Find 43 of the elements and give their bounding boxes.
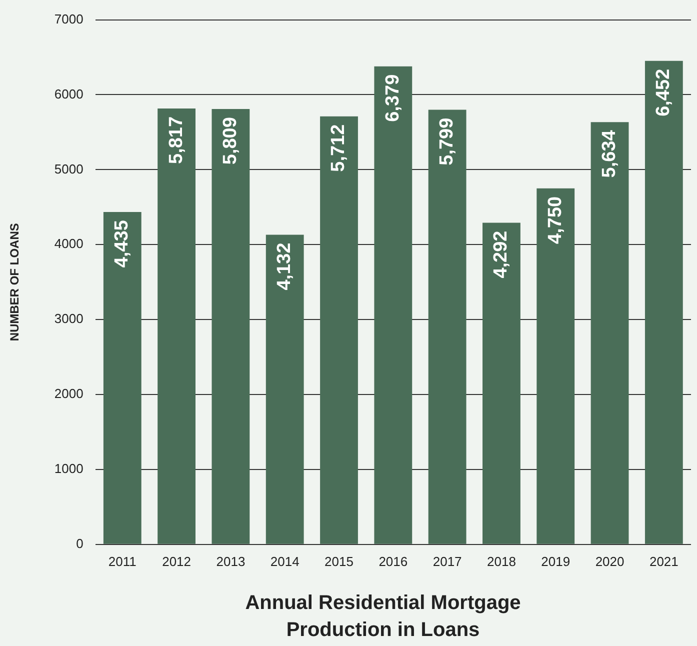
- bar: [536, 188, 575, 544]
- y-tick-label: 5000: [54, 161, 84, 176]
- y-tick-label: 7000: [54, 11, 84, 26]
- x-tick-label: 2014: [270, 554, 300, 569]
- y-tick-label: 4000: [54, 236, 84, 252]
- x-tick-label: 2017: [432, 554, 462, 569]
- data-label: 5,817: [166, 116, 187, 164]
- bar: [103, 212, 142, 544]
- bar: [428, 110, 466, 544]
- x-tick-label: 2011: [108, 554, 136, 569]
- y-tick-label: 0: [76, 536, 84, 551]
- y-tick-label: 3000: [54, 311, 84, 326]
- y-axis-title: NUMBER OF LOANS: [8, 223, 22, 342]
- x-tick-label: 2012: [162, 554, 192, 569]
- data-label: 4,750: [544, 196, 566, 244]
- bar: [374, 66, 412, 544]
- data-label: 5,799: [436, 118, 458, 166]
- data-label: 4,435: [112, 220, 133, 268]
- bar: [158, 108, 196, 544]
- y-tick-label: 1000: [54, 461, 84, 476]
- x-tick-label: 2019: [541, 554, 570, 569]
- bar: [590, 122, 629, 544]
- x-tick-label: 2020: [595, 554, 624, 569]
- bar: [482, 222, 520, 544]
- x-tick-label: 2013: [216, 554, 246, 569]
- x-tick-label: 2021: [649, 554, 678, 569]
- y-tick-label: 6000: [54, 86, 84, 102]
- x-tick-label: 2018: [487, 554, 516, 569]
- bar: [266, 234, 304, 544]
- x-tick-label: 2015: [324, 554, 354, 569]
- bar: [644, 60, 683, 544]
- y-tick-label: 2000: [54, 386, 84, 402]
- data-label: 5,634: [599, 130, 620, 178]
- text: Annual Residential Mortgage Production in Loans: [244, 591, 522, 643]
- data-label: 4,132: [274, 242, 296, 290]
- bar: [320, 116, 358, 544]
- data-label: 6,379: [382, 74, 404, 122]
- bar: [212, 109, 250, 544]
- data-label: 4,292: [490, 230, 512, 278]
- data-label: 6,452: [653, 68, 674, 116]
- data-label: 5,809: [220, 117, 241, 165]
- data-label: 5,712: [328, 124, 350, 172]
- x-tick-label: 2016: [378, 554, 408, 569]
